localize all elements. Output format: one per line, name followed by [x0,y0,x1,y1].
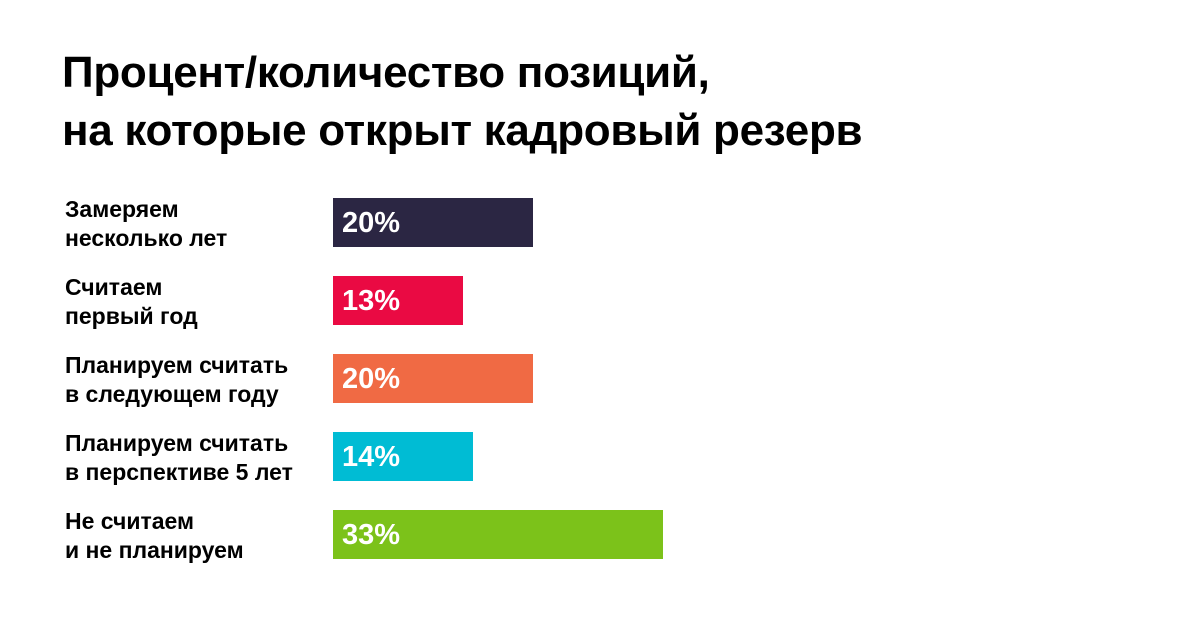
bar-value-label: 20% [342,363,400,395]
category-label: Замеряем несколько лет [65,196,227,251]
chart-title: Процент/количество позиций, на которые о… [62,44,863,160]
category-label: Считаем первый год [65,274,198,329]
category-label: Планируем считать в следующем году [65,352,288,407]
bar [333,276,463,325]
bar-value-label: 33% [342,519,400,551]
chart-title-line-1: Процент/количество позиций, [62,48,710,97]
category-label: Не считаем и не планируем [65,508,244,563]
bar [333,354,533,403]
bar [333,432,473,481]
category-label: Планируем считать в перспективе 5 лет [65,430,293,485]
bar-value-label: 14% [342,441,400,473]
chart-title-line-2: на которые открыт кадровый резерв [62,106,863,155]
bar-value-label: 13% [342,285,400,317]
bar-value-label: 20% [342,207,400,239]
bar [333,510,663,559]
bar [333,198,533,247]
